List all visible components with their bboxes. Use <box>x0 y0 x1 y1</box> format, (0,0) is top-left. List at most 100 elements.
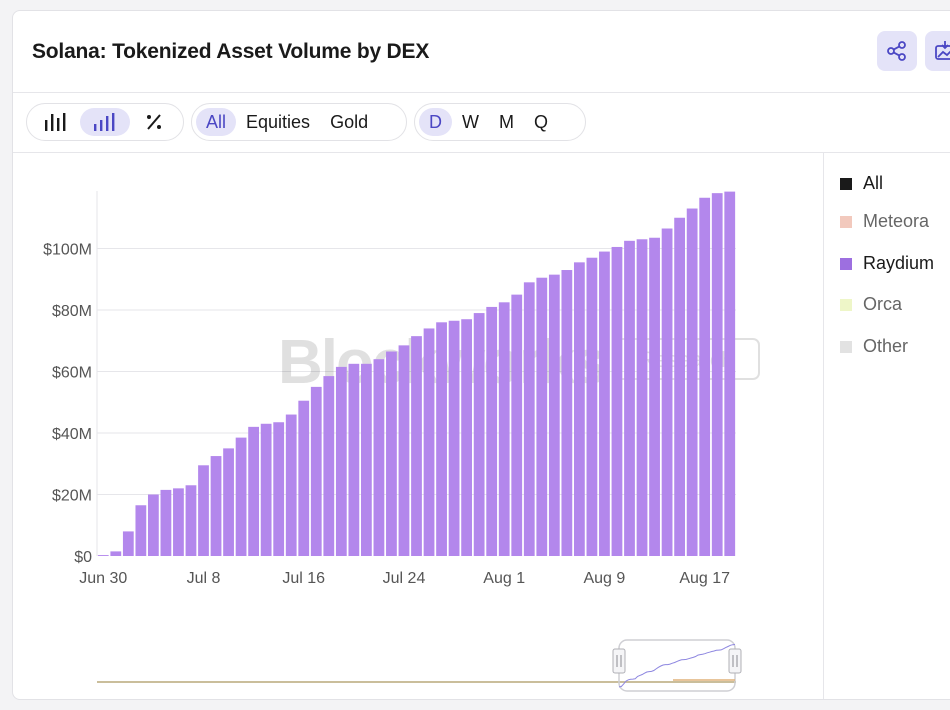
chart-bar <box>285 414 297 556</box>
chart-bar <box>423 328 435 556</box>
chart-bar <box>248 426 260 556</box>
chart-plot: $0$20M$40M$60M$80M$100MBlockworksResearc… <box>43 191 760 692</box>
chart-bar <box>122 531 134 556</box>
chart-card: Solana: Tokenized Asset Volume by DEX <box>12 10 950 700</box>
chart-bar <box>260 423 272 556</box>
chart-area: $0$20M$40M$60M$80M$100MBlockworksResearc… <box>13 153 823 699</box>
x-tick-label: Jun 30 <box>79 570 127 587</box>
chart-bar <box>160 489 172 556</box>
chart-bar <box>473 313 485 556</box>
chart-bar <box>586 257 598 556</box>
chart-bar <box>536 277 548 556</box>
legend-swatch <box>840 298 852 311</box>
download-image-button[interactable] <box>925 31 950 71</box>
legend-item-other[interactable]: Other <box>840 336 908 357</box>
chart-bar <box>411 336 422 556</box>
chart-bar <box>573 262 585 556</box>
chart-bar <box>135 505 147 556</box>
chart-bar <box>173 488 184 556</box>
filter-gold[interactable]: Gold <box>330 111 369 132</box>
legend-swatch <box>840 215 852 228</box>
chart-bar <box>498 302 510 556</box>
chart-bar <box>548 274 560 556</box>
chart-bar <box>198 465 209 556</box>
chart-bar <box>724 191 736 557</box>
chart-bar <box>210 456 222 556</box>
chart-bar <box>310 386 322 557</box>
chart-bar <box>686 208 698 556</box>
legend-label: All <box>863 173 884 193</box>
chart-bar <box>674 217 686 556</box>
chart-bar <box>649 237 660 556</box>
chart-bar <box>323 376 335 556</box>
stacked-bar-icon <box>93 113 115 131</box>
y-tick-label: $100M <box>43 242 92 259</box>
navigator-left-handle[interactable] <box>612 648 626 674</box>
period-q[interactable]: Q <box>534 111 549 132</box>
period-m[interactable]: M <box>499 111 514 132</box>
chart-bar <box>235 437 247 556</box>
period-d[interactable]: D <box>419 108 452 136</box>
legend-label: Raydium <box>863 253 935 273</box>
y-tick-label: $0 <box>74 549 92 566</box>
navigator-window <box>618 639 736 692</box>
chart-bar <box>360 363 372 556</box>
chart-bar <box>599 251 610 556</box>
download-image-icon <box>935 41 950 60</box>
chart-bar <box>398 345 410 556</box>
filter-all[interactable]: All <box>196 108 237 136</box>
chart-bar <box>348 363 360 556</box>
chart-bar <box>624 240 635 556</box>
chart-bar <box>611 246 623 556</box>
chart-bar <box>486 306 498 556</box>
legend-item-meteora[interactable]: Meteora <box>840 211 929 232</box>
navigator-right-handle[interactable] <box>728 648 742 674</box>
chart-bar <box>223 448 234 557</box>
chart-bar <box>386 351 397 556</box>
x-tick-label: Jul 8 <box>187 570 221 587</box>
chart-bar <box>97 555 109 556</box>
legend-item-orca[interactable]: Orca <box>840 294 902 315</box>
x-tick-label: Jul 16 <box>282 570 325 587</box>
legend-label: Meteora <box>863 211 930 231</box>
chart-bar <box>461 319 473 556</box>
legend-label: Other <box>863 336 909 356</box>
percent-toggle[interactable] <box>130 108 179 136</box>
chart-bar <box>273 422 285 556</box>
percent-icon <box>147 114 162 130</box>
legend-item-all[interactable]: All <box>840 173 883 194</box>
filter-equities[interactable]: Equities <box>246 111 311 132</box>
y-tick-label: $60M <box>52 365 92 382</box>
period-w[interactable]: W <box>462 111 479 132</box>
chart-title: Solana: Tokenized Asset Volume by DEX <box>32 40 430 63</box>
chart-bar <box>110 551 122 556</box>
y-tick-label: $20M <box>52 488 92 505</box>
chart-bar <box>335 366 347 556</box>
legend-item-raydium[interactable]: Raydium <box>840 253 934 274</box>
chart-bar <box>511 294 523 557</box>
chart-bar <box>523 282 535 556</box>
bar-chart-icon <box>44 113 66 131</box>
bar-chart-toggle[interactable] <box>31 108 80 136</box>
navigator-line <box>618 644 736 688</box>
chart-bar <box>661 228 673 556</box>
y-tick-label: $80M <box>52 303 92 320</box>
chart-type-group <box>26 103 184 141</box>
legend-swatch <box>840 177 852 190</box>
x-tick-label: Aug 17 <box>679 570 730 587</box>
asset-filter-group: All Equities Gold <box>191 103 407 141</box>
chart-bar <box>699 197 711 556</box>
card-header: Solana: Tokenized Asset Volume by DEX <box>13 11 950 93</box>
y-tick-label: $40M <box>52 426 92 443</box>
x-tick-label: Aug 1 <box>483 570 525 587</box>
x-tick-label: Aug 9 <box>583 570 625 587</box>
x-tick-label: Jul 24 <box>383 570 426 587</box>
chart-bar <box>711 193 723 556</box>
legend-label: Orca <box>863 294 903 314</box>
legend-swatch <box>840 257 852 270</box>
stacked-bar-toggle[interactable] <box>80 108 130 136</box>
chart-bar <box>185 485 197 556</box>
share-button[interactable] <box>877 31 917 71</box>
